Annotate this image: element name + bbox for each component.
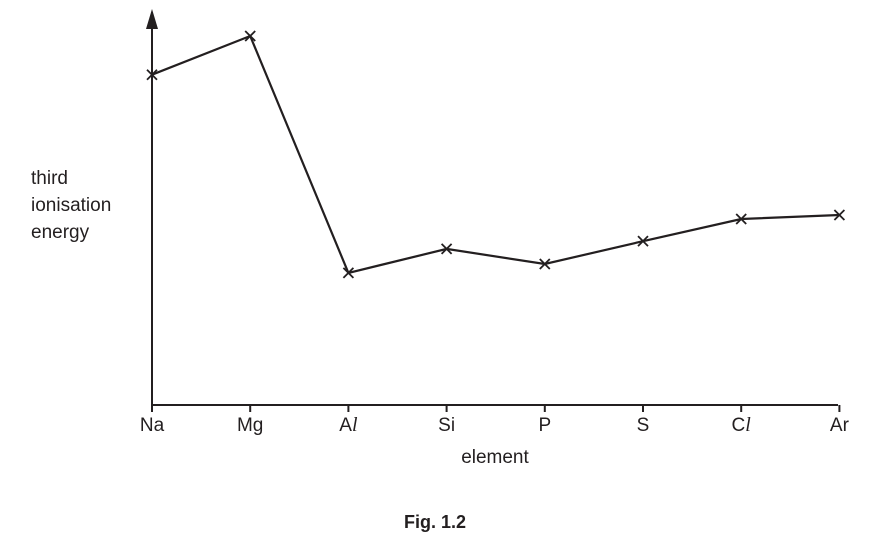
- y-axis-label: third ionisation energy: [31, 165, 111, 246]
- data-point-marker: [833, 209, 846, 221]
- x-tick-label: Si: [438, 415, 455, 436]
- x-tick-label: Cl: [732, 414, 752, 436]
- data-points: [146, 30, 846, 279]
- x-tick-label: Na: [140, 415, 165, 436]
- y-axis-label-line-3: energy: [31, 222, 90, 243]
- data-point-marker: [735, 213, 747, 225]
- x-axis-ticks: [151, 405, 841, 412]
- data-point-marker: [440, 243, 453, 255]
- x-axis-tick-labels: Na Mg Al Si P S Cl Ar: [140, 414, 850, 436]
- x-tick-label: Mg: [237, 415, 263, 436]
- data-point-marker: [146, 69, 158, 81]
- data-point-marker: [342, 267, 355, 279]
- y-axis-arrow: [146, 9, 158, 29]
- data-point-marker: [637, 235, 649, 247]
- y-axis-label-line-2: ionisation: [31, 195, 112, 216]
- series-line: [151, 34, 840, 275]
- figure-caption: Fig. 1.2: [403, 512, 466, 532]
- data-point-marker: [244, 30, 256, 42]
- data-point-marker: [539, 258, 551, 270]
- x-tick-label: Al: [339, 414, 358, 436]
- x-tick-label: P: [538, 415, 551, 436]
- x-tick-label: S: [637, 415, 650, 436]
- x-tick-label: Ar: [830, 415, 850, 436]
- x-axis-label: element: [461, 447, 529, 468]
- y-axis-label-line-1: third: [31, 168, 68, 189]
